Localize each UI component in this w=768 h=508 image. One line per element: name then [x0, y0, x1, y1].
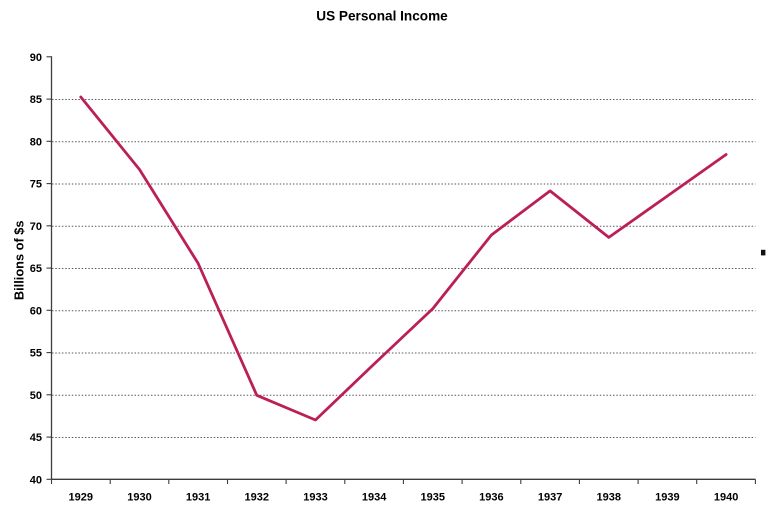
svg-text:1937: 1937: [538, 492, 562, 504]
svg-text:85: 85: [30, 94, 42, 106]
svg-text:US Personal Income: US Personal Income: [316, 9, 448, 24]
svg-text:40: 40: [30, 474, 42, 486]
svg-text:1934: 1934: [362, 492, 387, 504]
svg-text:70: 70: [30, 221, 42, 233]
svg-text:1935: 1935: [421, 492, 445, 504]
svg-text:1940: 1940: [714, 492, 738, 504]
svg-text:55: 55: [30, 348, 42, 360]
svg-text:90: 90: [30, 52, 42, 64]
svg-text:50: 50: [30, 390, 42, 402]
svg-text:1929: 1929: [69, 492, 93, 504]
svg-text:75: 75: [30, 179, 42, 191]
svg-text:65: 65: [30, 263, 42, 275]
svg-text:1930: 1930: [127, 492, 151, 504]
svg-text:1931: 1931: [186, 492, 210, 504]
svg-text:Billions of $s: Billions of $s: [11, 220, 26, 300]
svg-text:1933: 1933: [303, 492, 327, 504]
svg-text:1932: 1932: [245, 492, 269, 504]
svg-text:1939: 1939: [655, 492, 679, 504]
svg-text:1936: 1936: [479, 492, 503, 504]
svg-text:60: 60: [30, 305, 42, 317]
svg-text:1938: 1938: [597, 492, 621, 504]
svg-text:45: 45: [30, 432, 42, 444]
svg-text:80: 80: [30, 136, 42, 148]
